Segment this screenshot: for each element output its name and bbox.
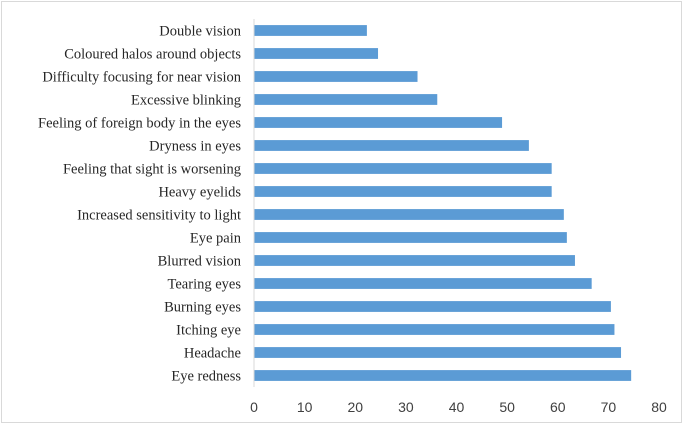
bar [254, 117, 503, 128]
bar [254, 186, 552, 197]
category-label: Dryness in eyes [149, 139, 241, 155]
bar [254, 140, 529, 151]
bar [254, 278, 592, 289]
bar [254, 347, 622, 358]
bar [254, 324, 615, 335]
category-labels: Eye redness Headache Itching eye Burning ey… [38, 24, 242, 385]
category-label: Feeling that sight is worsening [63, 162, 241, 178]
bar [254, 25, 367, 36]
category-label: Burning eyes [164, 300, 241, 316]
category-label: Coloured halos around objects [64, 47, 241, 63]
x-tick-label: 70 [601, 399, 617, 415]
x-tick-label: 80 [651, 399, 667, 415]
x-axis-tick-labels: 0 10 20 30 40 50 60 70 80 [250, 399, 667, 415]
bars-layer [254, 25, 632, 381]
bar [254, 232, 567, 243]
bar [254, 370, 632, 381]
category-label: Feeling of foreign body in the eyes [38, 116, 241, 132]
category-label: Tearing eyes [168, 277, 242, 293]
bar [254, 71, 418, 82]
x-tick-label: 10 [297, 399, 313, 415]
bar [254, 301, 611, 312]
bar [254, 163, 552, 174]
x-tick-label: 20 [347, 399, 363, 415]
x-tick-label: 50 [499, 399, 515, 415]
bar [254, 255, 575, 266]
category-label: Increased sensitivity to light [77, 208, 241, 224]
category-label: Headache [184, 346, 241, 362]
bar [254, 94, 438, 105]
category-label: Excessive blinking [131, 93, 241, 109]
x-tick-label: 30 [398, 399, 414, 415]
category-label: Double vision [159, 24, 242, 40]
category-label: Blurred vision [158, 254, 242, 270]
x-tick-label: 40 [449, 399, 465, 415]
bar [254, 209, 564, 220]
bar [254, 48, 379, 59]
category-label: Difficulty focusing for near vision [42, 70, 241, 86]
category-label: Eye redness [171, 369, 241, 385]
category-label: Heavy eyelids [158, 185, 241, 201]
x-tick-label: 60 [550, 399, 566, 415]
category-label: Itching eye [176, 323, 241, 339]
x-tick-label: 0 [250, 399, 258, 415]
category-label: Eye pain [190, 231, 242, 247]
